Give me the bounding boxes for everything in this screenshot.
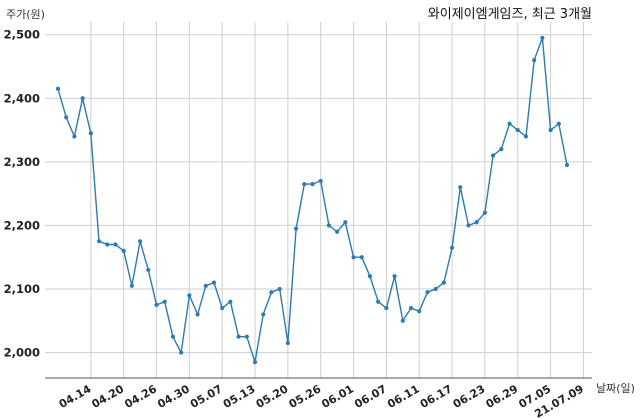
data-point [96,239,102,244]
data-point [105,242,110,247]
x-tick-label: 06.07 [352,382,389,411]
data-point [318,178,323,184]
data-point [244,334,249,339]
data-point [548,127,553,133]
data-point [252,360,258,365]
data-point [137,239,143,244]
data-point [384,305,389,311]
data-point [310,182,315,187]
data-point [532,58,537,63]
data-point [564,162,570,168]
data-point [72,134,77,139]
data-point [187,293,192,298]
x-tick-label: 04.30 [155,382,192,411]
data-point [64,115,69,120]
data-point [179,350,184,355]
x-tick-label: 06.01 [319,382,356,411]
data-point [154,302,159,307]
x-tick-label: 06.11 [385,382,422,411]
x-tick-label: 04.26 [122,382,159,411]
data-point [211,280,217,285]
data-point [515,127,520,133]
data-point [417,309,422,314]
x-tick-label: 06.17 [418,382,455,411]
data-point [285,340,290,346]
x-tick-label: 04.20 [90,382,127,411]
data-point [449,245,455,250]
data-point [195,312,200,317]
data-point [293,226,299,231]
data-point [121,248,126,253]
data-point [351,255,356,260]
y-tick-label: 2,400 [4,91,40,105]
data-point [507,121,512,126]
data-point [162,299,167,304]
data-point [458,185,463,190]
data-point [425,290,430,295]
data-point [228,299,233,304]
data-point [474,220,479,225]
data-point [335,229,340,234]
data-point [367,274,373,279]
data-point [146,267,151,273]
x-tick-label: 06.29 [484,382,521,411]
grid [45,22,592,378]
data-point [392,274,397,279]
y-tick-label: 2,200 [4,218,40,232]
data-point [466,223,471,228]
data-point [491,153,496,158]
data-point [129,283,134,288]
data-point [523,134,529,139]
data-point [408,305,414,311]
data-point [269,290,274,295]
data-point [433,286,438,292]
data-point [302,182,307,187]
x-tick-label: 05.07 [188,382,225,411]
data-point [88,131,93,136]
labels: 주가(원) 와이제이엠게임즈, 최근 3개월 날짜(일) [6,7,635,395]
data-point [441,280,446,285]
x-tick-label: 05.20 [254,382,291,411]
data-point [203,283,208,288]
series-layer [55,35,570,365]
data-point [540,35,545,40]
y-tick-label: 2,100 [4,282,40,296]
data-point [400,318,405,323]
chart-title: 와이제이엠게임즈, 최근 3개월 [428,7,592,22]
data-point [359,255,364,260]
y-tick-label: 2,300 [4,155,40,169]
data-point [482,210,488,215]
data-point [499,147,504,152]
data-point [556,121,561,126]
data-point [376,299,381,304]
data-point [220,305,225,311]
data-point [326,223,332,228]
axes: 2,000 2,100 2,200 2,300 2,400 2,500 04.1404.20… [4,28,592,419]
x-tick-label: 05.26 [287,382,324,411]
x-tick-label: 04.14 [57,382,94,411]
x-tick-label: 06.23 [451,382,488,411]
data-point [277,286,282,292]
y-tick-label: 2,000 [4,346,40,360]
price-line [57,37,568,363]
x-axis-label: 날짜(일) [596,381,635,395]
data-point [55,86,61,91]
y-tick-label: 2,500 [4,28,40,42]
data-point [170,334,176,339]
data-point [261,312,266,317]
data-point [80,96,85,101]
data-point [343,220,348,225]
y-axis-label: 주가(원) [6,8,45,21]
data-point [236,334,241,339]
data-point [113,242,118,247]
x-tick-label: 05.13 [221,382,258,411]
